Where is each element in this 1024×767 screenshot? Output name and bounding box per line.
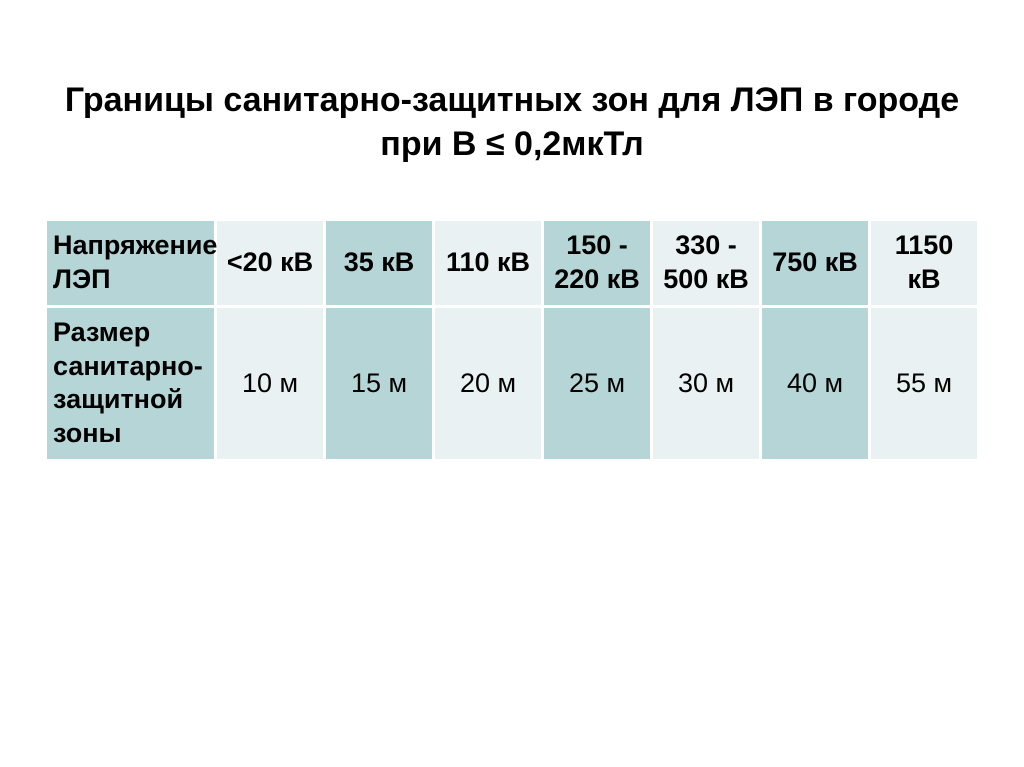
table-cell: 750 кВ	[761, 220, 870, 307]
page-title: Границы санитарно-защитных зон для ЛЭП в…	[44, 78, 980, 166]
table-cell: 1150 кВ	[870, 220, 979, 307]
table-cell: 55 м	[870, 306, 979, 460]
table-cell: <20 кВ	[216, 220, 325, 307]
table-cell: 40 м	[761, 306, 870, 460]
row-label: Размер санитарно-защитной зоны	[46, 306, 216, 460]
table-cell: 35 кВ	[325, 220, 434, 307]
table-cell: 10 м	[216, 306, 325, 460]
table-cell: 330 - 500 кВ	[652, 220, 761, 307]
table-cell: 20 м	[434, 306, 543, 460]
table-cell: 30 м	[652, 306, 761, 460]
row-label: Напряжение ЛЭП	[46, 220, 216, 307]
table-cell: 15 м	[325, 306, 434, 460]
table-row: Размер санитарно-защитной зоны 10 м 15 м…	[46, 306, 979, 460]
table-row-header: Напряжение ЛЭП <20 кВ 35 кВ 110 кВ 150 -…	[46, 220, 979, 307]
table-cell: 110 кВ	[434, 220, 543, 307]
data-table: Напряжение ЛЭП <20 кВ 35 кВ 110 кВ 150 -…	[44, 218, 980, 462]
table-cell: 25 м	[543, 306, 652, 460]
table-cell: 150 - 220 кВ	[543, 220, 652, 307]
